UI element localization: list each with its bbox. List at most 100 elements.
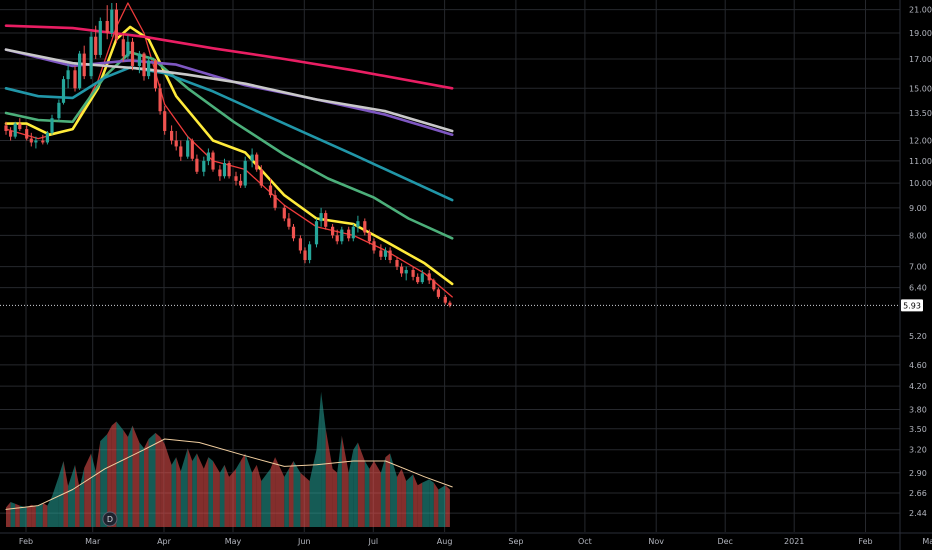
volume-bar (26, 504, 32, 527)
y-tick-label: 2.66 (909, 489, 927, 498)
candle-body (190, 140, 194, 159)
candle-body (170, 130, 174, 141)
candle-body (73, 70, 77, 89)
candle-body (291, 226, 296, 239)
volume-bar (208, 457, 213, 527)
candle-body (153, 60, 158, 89)
volume-bar (300, 472, 305, 527)
candle-body (416, 276, 420, 283)
candle-body (222, 163, 227, 177)
y-tick-label: 10.00 (909, 179, 932, 188)
volume-bar (316, 391, 322, 527)
y-tick-label: 5.20 (909, 332, 927, 341)
plot-area[interactable] (4, 2, 454, 527)
x-tick-label: Dec (717, 537, 732, 546)
volume-bar (438, 485, 446, 527)
candle-body (25, 129, 29, 139)
volume-bar (224, 464, 230, 527)
candle-body (9, 130, 13, 137)
y-tick-label: 13.50 (909, 109, 932, 118)
candle-body (298, 238, 302, 251)
candle-body (82, 53, 86, 77)
volume-bar (321, 391, 326, 527)
volume-bar (293, 460, 301, 527)
volume-bar (148, 432, 156, 527)
candle-body (335, 235, 339, 242)
x-tick-label: Jul (367, 537, 378, 546)
volume-bar (240, 453, 246, 527)
volume-bar (68, 464, 75, 527)
candle-body (372, 241, 376, 251)
volume-bar (91, 453, 96, 527)
volume-bar (348, 449, 354, 527)
candle-body (436, 289, 440, 297)
moving-average-line-teal (4, 66, 454, 202)
candle-body (41, 140, 45, 143)
volume-bar (364, 460, 370, 527)
candle-body (367, 232, 371, 242)
candle-body (324, 213, 328, 227)
candle-body (218, 169, 222, 177)
candle-body (158, 88, 162, 112)
candle-body (420, 273, 424, 283)
volume-bar (139, 442, 144, 527)
candle-body (395, 260, 399, 267)
x-tick-label: Feb (858, 537, 872, 546)
volume-bar (385, 453, 391, 527)
x-tick-label: Mar (85, 537, 101, 546)
candle-body (356, 221, 360, 227)
volume-bar (261, 468, 271, 527)
candle-body (227, 163, 231, 177)
candle-body (287, 218, 291, 227)
y-tick-label: 8.00 (909, 231, 927, 240)
dividend-marker[interactable] (102, 511, 118, 527)
volume-bar (332, 468, 338, 527)
volume-bar (52, 476, 59, 527)
candle-body (331, 226, 335, 236)
time-axis[interactable]: Feb Mar Apr May Jun Jul Aug Sep Oct Nov Dec 2021 Feb… (0, 532, 932, 546)
volume-bar (164, 443, 172, 527)
y-tick-label: 6.40 (909, 284, 927, 293)
candle-body (211, 152, 215, 170)
candle-body (273, 195, 277, 208)
candle-body (259, 169, 263, 186)
volume-bar (413, 474, 418, 527)
volume-bar (132, 425, 140, 527)
volume-bar (180, 448, 188, 527)
volume-bar (256, 464, 262, 527)
volume-bar (397, 468, 402, 527)
x-tick-label: Mar (922, 537, 932, 546)
candle-body (29, 138, 33, 143)
volume-bar (31, 504, 36, 527)
candle-body (61, 79, 66, 103)
price-axis[interactable]: 21.00 19.00 17.00 15.00 13.50 12.00 11.00 10.00… (899, 0, 932, 550)
candle-body (243, 160, 247, 186)
candle-body (268, 185, 273, 196)
x-tick-label: May (225, 537, 242, 546)
volume-bar (401, 468, 407, 527)
x-tick-label: Jun (297, 537, 311, 546)
candle-body (18, 123, 22, 130)
volume-bar (111, 421, 117, 527)
volume-bar (219, 464, 225, 527)
candle-body (411, 269, 415, 277)
candle-body (404, 269, 408, 274)
volume-bar (127, 425, 133, 527)
candle-body (163, 111, 167, 131)
volume-bar (369, 460, 374, 527)
x-tick-label: Sep (508, 537, 523, 546)
candle-body (174, 140, 178, 147)
x-tick-label: Feb (19, 537, 33, 546)
volume-bar (288, 460, 294, 527)
volume-bar (325, 428, 333, 527)
volume-bar (357, 442, 365, 527)
volume-bar (245, 453, 253, 527)
volume-bar (275, 457, 285, 527)
candle-body (114, 9, 118, 40)
volume-bar (107, 425, 112, 527)
y-tick-label: 3.50 (909, 425, 927, 434)
candle-body (89, 36, 93, 77)
candle-body (443, 296, 447, 303)
candle-body (50, 118, 54, 133)
